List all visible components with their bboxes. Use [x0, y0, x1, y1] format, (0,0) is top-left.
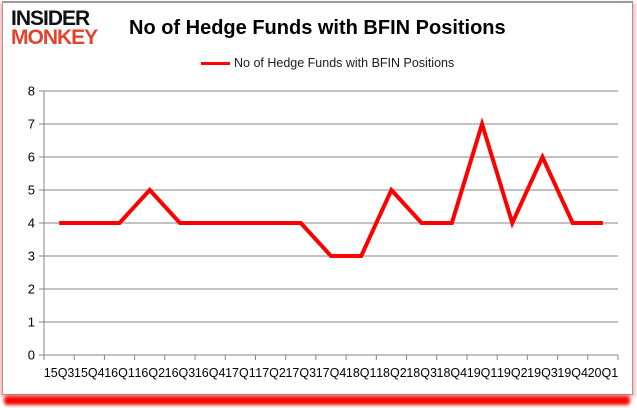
x-tick-label: 18Q3	[406, 366, 437, 380]
y-tick-label: 0	[28, 348, 35, 363]
x-tick-label: 15Q4	[74, 366, 105, 380]
x-tick-label: 18Q4	[437, 366, 468, 380]
y-tick-label: 6	[28, 150, 35, 165]
red-bottom-bar	[4, 396, 630, 405]
x-tick-label: 15Q3	[44, 366, 75, 380]
x-tick-label: 18Q1	[346, 366, 377, 380]
x-tick-label: 19Q4	[557, 366, 588, 380]
y-tick-label: 8	[28, 84, 35, 99]
insider-monkey-logo: INSIDER MONKEY	[11, 7, 98, 49]
y-tick-label: 1	[28, 315, 35, 330]
x-tick-label: 20Q1	[588, 366, 619, 380]
x-tick-label: 19Q3	[527, 366, 558, 380]
x-tick-label: 16Q2	[134, 366, 165, 380]
x-tick-label: 16Q4	[195, 366, 226, 380]
x-tick-label: 16Q1	[104, 366, 135, 380]
x-tick-label: 17Q1	[225, 366, 256, 380]
chart-card: INSIDER MONKEY No of Hedge Funds with BF…	[2, 1, 633, 395]
x-tick-label: 17Q4	[316, 366, 347, 380]
x-tick-label: 19Q2	[497, 366, 528, 380]
data-series-line	[59, 117, 603, 258]
x-tick-label: 19Q1	[467, 366, 498, 380]
x-tick-label: 18Q2	[376, 366, 407, 380]
x-tick-label: 17Q3	[285, 366, 316, 380]
logo-text-monkey: MONKEY	[11, 26, 98, 49]
x-tick-label: 16Q3	[165, 366, 196, 380]
y-tick-label: 2	[28, 282, 35, 297]
chart-title: No of Hedge Funds with BFIN Positions	[129, 17, 506, 39]
legend-line-swatch	[201, 61, 230, 65]
x-tick-label: 17Q2	[255, 366, 286, 380]
y-tick-label: 7	[28, 117, 35, 132]
legend-label: No of Hedge Funds with BFIN Positions	[234, 56, 455, 70]
logo-text-insider: INSIDER	[11, 7, 90, 30]
y-tick-label: 3	[28, 249, 35, 264]
legend: No of Hedge Funds with BFIN Positions	[201, 56, 454, 70]
y-tick-label: 5	[28, 183, 35, 198]
y-tick-label: 4	[28, 216, 35, 231]
